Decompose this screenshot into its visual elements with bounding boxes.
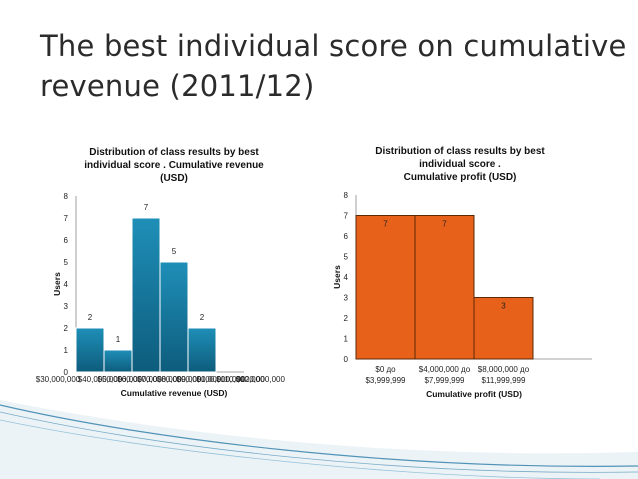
bar xyxy=(187,327,217,373)
chart-cumulative-profit: Distribution of class results by best ind… xyxy=(332,146,592,399)
y-tick-label: 6 xyxy=(344,232,349,241)
bar-value-label: 2 xyxy=(88,313,93,322)
y-tick-label: 7 xyxy=(344,212,349,221)
y-axis-title: Users xyxy=(52,272,62,296)
x-tick-label: $4,000,000 до xyxy=(419,365,471,374)
chart-title-line: Cumulative profit (USD) xyxy=(404,172,517,183)
chart-title-line: Distribution of class results by best xyxy=(89,147,259,158)
bar xyxy=(355,215,416,360)
bar xyxy=(131,217,161,373)
y-tick-label: 8 xyxy=(64,192,69,201)
y-tick-label: 8 xyxy=(344,191,349,200)
y-tick-label: 5 xyxy=(64,258,69,267)
slide-title-line-1: The best individual score on cumulative xyxy=(40,29,627,63)
chart-title-line: (USD) xyxy=(160,173,188,184)
y-axis-title: Users xyxy=(332,265,342,289)
slide-title: The best individual score on cumulative … xyxy=(40,26,627,106)
y-tick-label: 6 xyxy=(64,236,69,245)
bar xyxy=(159,261,189,373)
bar xyxy=(75,327,105,373)
y-tick-label: 0 xyxy=(64,368,69,377)
x-tick-label: $60,000,000 xyxy=(117,375,162,384)
bar-value-label: 3 xyxy=(501,302,506,311)
x-tick-label: $70,000,000 xyxy=(137,375,182,384)
y-tick-label: 1 xyxy=(64,346,69,355)
x-tick-label: $3,999,999 xyxy=(365,376,406,385)
bar-value-label: 2 xyxy=(200,313,205,322)
x-tick-label: $11,999,999 xyxy=(482,376,526,385)
x-tick-label: $120,000,000 xyxy=(236,375,285,384)
x-tick-label: $110,000,000 xyxy=(216,375,265,384)
y-tick-label: 2 xyxy=(344,314,349,323)
y-tick-label: 5 xyxy=(344,253,349,262)
x-tick-label: $80,000,000 xyxy=(157,375,202,384)
y-tick-label: 4 xyxy=(344,273,349,282)
bar-value-label: 7 xyxy=(144,203,149,212)
x-tick-label: $90,000,000 xyxy=(177,375,222,384)
bar-value-label: 7 xyxy=(442,220,447,229)
x-tick-label: $40,000,000 xyxy=(78,375,123,384)
slide-title-line-2: revenue (2011/12) xyxy=(40,69,315,103)
y-tick-label: 1 xyxy=(344,335,349,344)
bar-value-label: 7 xyxy=(383,220,388,229)
chart-title-line: individual score . xyxy=(419,159,501,170)
bar-value-label: 1 xyxy=(116,335,121,344)
bar xyxy=(414,215,475,360)
x-tick-label: $50,000,000 xyxy=(98,375,143,384)
bar xyxy=(103,349,133,373)
bar xyxy=(473,297,534,360)
chart-title-line: Distribution of class results by best xyxy=(375,146,545,157)
x-tick-label: $8,000,000 до xyxy=(478,365,530,374)
x-tick-label: $0 до xyxy=(375,365,396,374)
chart-title-line: individual score . Cumulative revenue xyxy=(84,160,264,171)
y-tick-label: 3 xyxy=(64,302,69,311)
bar-value-label: 5 xyxy=(172,247,177,256)
x-tick-label: $100,000,000 xyxy=(196,375,245,384)
x-axis-title: Cumulative profit (USD) xyxy=(426,389,522,399)
x-tick-label: $7,999,999 xyxy=(424,376,465,385)
y-tick-label: 2 xyxy=(64,324,69,333)
y-tick-label: 7 xyxy=(64,214,69,223)
y-tick-label: 4 xyxy=(64,280,69,289)
x-tick-label: $30,000,000 xyxy=(36,375,81,384)
y-tick-label: 0 xyxy=(344,355,349,364)
x-axis-title: Cumulative revenue (USD) xyxy=(121,388,228,398)
y-tick-label: 3 xyxy=(344,294,349,303)
chart-cumulative-revenue: Distribution of class results by best ind… xyxy=(36,147,286,398)
